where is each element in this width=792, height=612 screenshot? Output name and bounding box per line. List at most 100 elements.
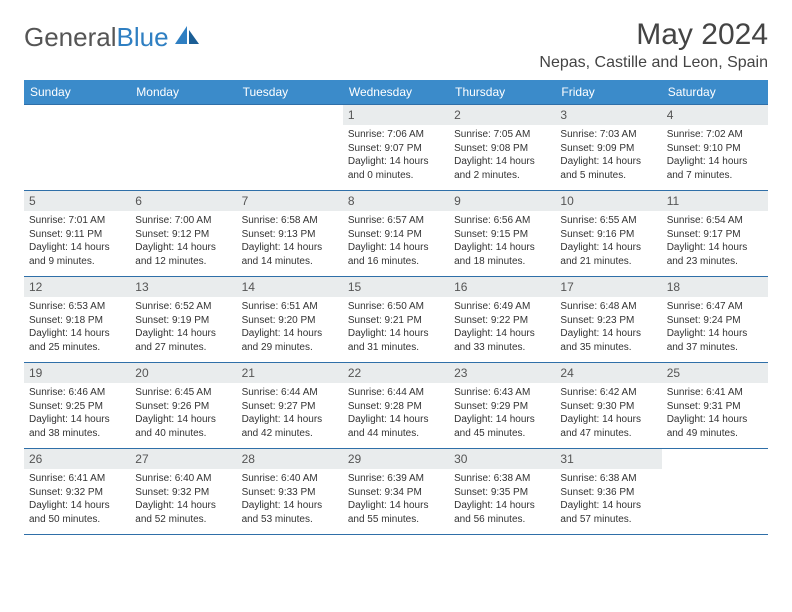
sunset-text: Sunset: 9:28 PM — [348, 400, 444, 414]
daylight-text-1: Daylight: 14 hours — [29, 499, 125, 513]
sunrise-text: Sunrise: 7:01 AM — [29, 214, 125, 228]
day-details: Sunrise: 6:41 AMSunset: 9:32 PMDaylight:… — [24, 469, 130, 530]
day-details: Sunrise: 6:45 AMSunset: 9:26 PMDaylight:… — [130, 383, 236, 444]
calendar-day-cell: 16Sunrise: 6:49 AMSunset: 9:22 PMDayligh… — [449, 277, 555, 363]
day-details: Sunrise: 7:03 AMSunset: 9:09 PMDaylight:… — [555, 125, 661, 186]
day-number: 9 — [449, 191, 555, 211]
day-details: Sunrise: 6:43 AMSunset: 9:29 PMDaylight:… — [449, 383, 555, 444]
day-number: 15 — [343, 277, 449, 297]
daylight-text-2: and 2 minutes. — [454, 169, 550, 183]
calendar-day-cell: 1Sunrise: 7:06 AMSunset: 9:07 PMDaylight… — [343, 105, 449, 191]
calendar-day-cell: 5Sunrise: 7:01 AMSunset: 9:11 PMDaylight… — [24, 191, 130, 277]
sunset-text: Sunset: 9:30 PM — [560, 400, 656, 414]
daylight-text-2: and 23 minutes. — [667, 255, 763, 269]
daylight-text-1: Daylight: 14 hours — [454, 155, 550, 169]
day-details: Sunrise: 7:00 AMSunset: 9:12 PMDaylight:… — [130, 211, 236, 272]
day-details: Sunrise: 6:52 AMSunset: 9:19 PMDaylight:… — [130, 297, 236, 358]
daylight-text-1: Daylight: 14 hours — [242, 327, 338, 341]
weekday-header: Sunday — [24, 80, 130, 105]
daylight-text-1: Daylight: 14 hours — [135, 413, 231, 427]
daylight-text-2: and 50 minutes. — [29, 513, 125, 527]
daylight-text-1: Daylight: 14 hours — [242, 241, 338, 255]
sunset-text: Sunset: 9:12 PM — [135, 228, 231, 242]
day-details: Sunrise: 6:38 AMSunset: 9:35 PMDaylight:… — [449, 469, 555, 530]
day-number: 28 — [237, 449, 343, 469]
calendar-week-row: 5Sunrise: 7:01 AMSunset: 9:11 PMDaylight… — [24, 191, 768, 277]
day-number: 17 — [555, 277, 661, 297]
daylight-text-2: and 31 minutes. — [348, 341, 444, 355]
daylight-text-1: Daylight: 14 hours — [667, 155, 763, 169]
calendar-day-cell: 15Sunrise: 6:50 AMSunset: 9:21 PMDayligh… — [343, 277, 449, 363]
daylight-text-1: Daylight: 14 hours — [29, 413, 125, 427]
day-number: 6 — [130, 191, 236, 211]
sunset-text: Sunset: 9:26 PM — [135, 400, 231, 414]
daylight-text-1: Daylight: 14 hours — [667, 327, 763, 341]
day-details: Sunrise: 6:47 AMSunset: 9:24 PMDaylight:… — [662, 297, 768, 358]
day-number: 26 — [24, 449, 130, 469]
daylight-text-2: and 29 minutes. — [242, 341, 338, 355]
daylight-text-2: and 18 minutes. — [454, 255, 550, 269]
day-details — [130, 125, 236, 132]
day-number: 11 — [662, 191, 768, 211]
weekday-header: Monday — [130, 80, 236, 105]
daylight-text-1: Daylight: 14 hours — [135, 241, 231, 255]
calendar-day-cell: 28Sunrise: 6:40 AMSunset: 9:33 PMDayligh… — [237, 449, 343, 535]
day-number: 14 — [237, 277, 343, 297]
day-details — [662, 469, 768, 476]
daylight-text-2: and 35 minutes. — [560, 341, 656, 355]
day-number: 16 — [449, 277, 555, 297]
day-details: Sunrise: 6:46 AMSunset: 9:25 PMDaylight:… — [24, 383, 130, 444]
day-details: Sunrise: 6:44 AMSunset: 9:28 PMDaylight:… — [343, 383, 449, 444]
sunset-text: Sunset: 9:36 PM — [560, 486, 656, 500]
sunrise-text: Sunrise: 6:54 AM — [667, 214, 763, 228]
day-number: 10 — [555, 191, 661, 211]
daylight-text-1: Daylight: 14 hours — [454, 241, 550, 255]
location-text: Nepas, Castille and Leon, Spain — [539, 54, 768, 72]
daylight-text-2: and 45 minutes. — [454, 427, 550, 441]
sunset-text: Sunset: 9:35 PM — [454, 486, 550, 500]
sunset-text: Sunset: 9:27 PM — [242, 400, 338, 414]
sunrise-text: Sunrise: 6:46 AM — [29, 386, 125, 400]
calendar-day-cell: 27Sunrise: 6:40 AMSunset: 9:32 PMDayligh… — [130, 449, 236, 535]
day-details: Sunrise: 6:44 AMSunset: 9:27 PMDaylight:… — [237, 383, 343, 444]
sunrise-text: Sunrise: 6:38 AM — [560, 472, 656, 486]
day-details — [237, 125, 343, 132]
daylight-text-2: and 0 minutes. — [348, 169, 444, 183]
sunset-text: Sunset: 9:31 PM — [667, 400, 763, 414]
month-title: May 2024 — [539, 18, 768, 52]
day-details: Sunrise: 6:40 AMSunset: 9:33 PMDaylight:… — [237, 469, 343, 530]
weekday-header: Wednesday — [343, 80, 449, 105]
weekday-header: Saturday — [662, 80, 768, 105]
sunrise-text: Sunrise: 6:52 AM — [135, 300, 231, 314]
sunrise-text: Sunrise: 6:45 AM — [135, 386, 231, 400]
calendar-day-cell: 31Sunrise: 6:38 AMSunset: 9:36 PMDayligh… — [555, 449, 661, 535]
sunset-text: Sunset: 9:16 PM — [560, 228, 656, 242]
day-details: Sunrise: 6:41 AMSunset: 9:31 PMDaylight:… — [662, 383, 768, 444]
daylight-text-2: and 52 minutes. — [135, 513, 231, 527]
sunrise-text: Sunrise: 6:56 AM — [454, 214, 550, 228]
calendar-day-cell: 10Sunrise: 6:55 AMSunset: 9:16 PMDayligh… — [555, 191, 661, 277]
logo-text-blue: Blue — [117, 22, 169, 53]
sunset-text: Sunset: 9:08 PM — [454, 142, 550, 156]
day-details: Sunrise: 7:02 AMSunset: 9:10 PMDaylight:… — [662, 125, 768, 186]
sunrise-text: Sunrise: 6:44 AM — [242, 386, 338, 400]
sunset-text: Sunset: 9:22 PM — [454, 314, 550, 328]
daylight-text-2: and 42 minutes. — [242, 427, 338, 441]
day-number: 29 — [343, 449, 449, 469]
day-number — [662, 449, 768, 469]
sunrise-text: Sunrise: 7:06 AM — [348, 128, 444, 142]
calendar-week-row: 1Sunrise: 7:06 AMSunset: 9:07 PMDaylight… — [24, 105, 768, 191]
daylight-text-1: Daylight: 14 hours — [560, 155, 656, 169]
calendar-day-cell: 20Sunrise: 6:45 AMSunset: 9:26 PMDayligh… — [130, 363, 236, 449]
day-details: Sunrise: 6:51 AMSunset: 9:20 PMDaylight:… — [237, 297, 343, 358]
sunrise-text: Sunrise: 7:02 AM — [667, 128, 763, 142]
sunrise-text: Sunrise: 6:55 AM — [560, 214, 656, 228]
day-number: 23 — [449, 363, 555, 383]
sunset-text: Sunset: 9:11 PM — [29, 228, 125, 242]
sunset-text: Sunset: 9:21 PM — [348, 314, 444, 328]
calendar-day-cell: 29Sunrise: 6:39 AMSunset: 9:34 PMDayligh… — [343, 449, 449, 535]
daylight-text-2: and 27 minutes. — [135, 341, 231, 355]
day-details: Sunrise: 7:05 AMSunset: 9:08 PMDaylight:… — [449, 125, 555, 186]
calendar-day-cell: 2Sunrise: 7:05 AMSunset: 9:08 PMDaylight… — [449, 105, 555, 191]
sunrise-text: Sunrise: 6:40 AM — [135, 472, 231, 486]
